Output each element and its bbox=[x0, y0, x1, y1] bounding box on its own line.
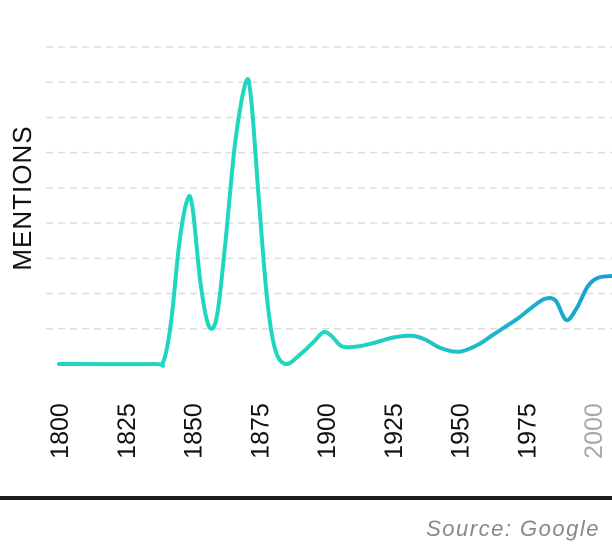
x-tick-label: 1950 bbox=[447, 403, 475, 459]
baseline-rule bbox=[0, 496, 612, 500]
source-note: Source: Google bbox=[426, 516, 600, 541]
series-line bbox=[57, 77, 612, 368]
mentions-chart: MENTIONS 1800 1825 1850 1875 1900 1925 1950 197… bbox=[7, 46, 612, 459]
x-axis-ticks: 1800 1825 1850 1875 1900 1925 1950 1975 2000 bbox=[46, 403, 608, 459]
x-tick-label: 1975 bbox=[513, 403, 541, 459]
x-tick-label: 1800 bbox=[46, 403, 74, 459]
y-axis-label: MENTIONS bbox=[7, 125, 37, 270]
x-tick-label: 1925 bbox=[380, 403, 408, 459]
gridlines bbox=[46, 46, 612, 330]
x-tick-label: 1900 bbox=[313, 403, 341, 459]
x-tick-label: 1825 bbox=[113, 403, 141, 459]
x-tick-label: 2000 bbox=[580, 403, 608, 459]
x-tick-label: 1875 bbox=[246, 403, 274, 459]
x-tick-label: 1850 bbox=[180, 403, 208, 459]
